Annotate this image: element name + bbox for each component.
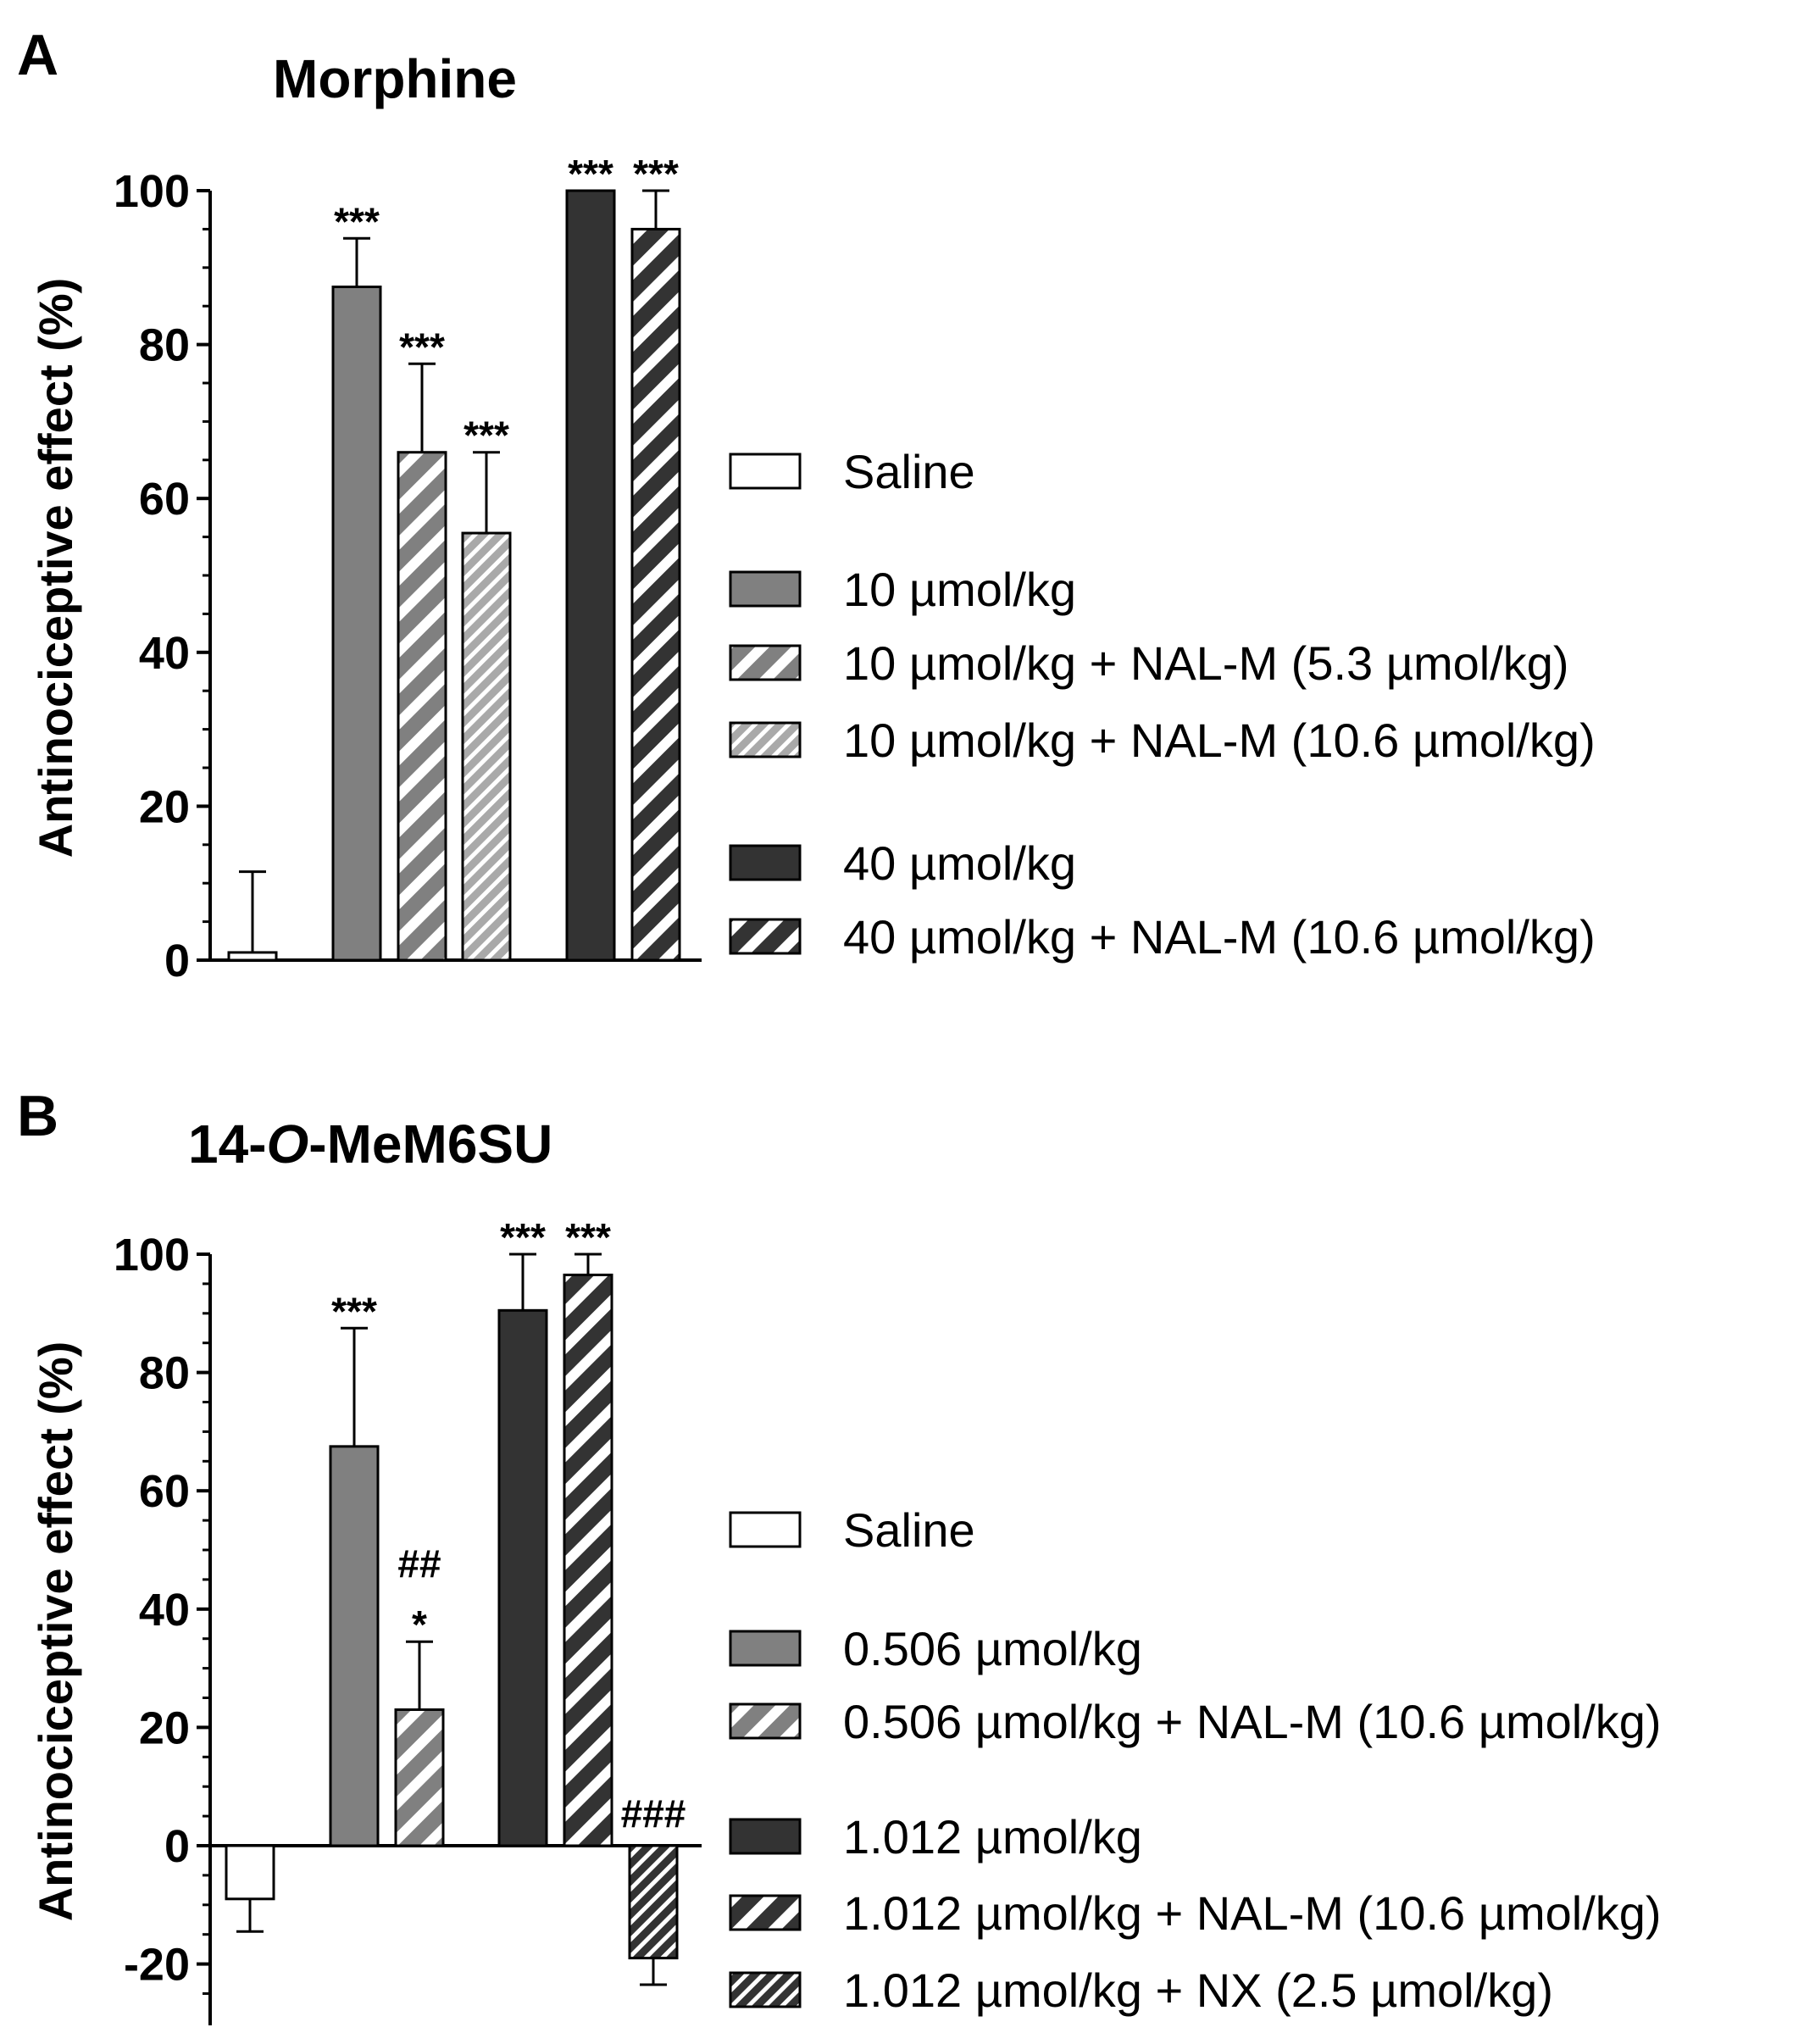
panel-a-bar-6 <box>630 227 681 962</box>
panel-a-legend-label-4: 10 µmol/kg + NAL-M (10.6 µmol/kg) <box>843 714 1596 767</box>
panel-b-bar-4 <box>497 1308 548 1847</box>
panel-b-y-tick-label: 0 <box>164 1821 190 1872</box>
panel-a-annotation-4: *** <box>463 414 509 458</box>
panel-a-legend-label-2: 10 µmol/kg <box>843 563 1076 616</box>
panel-a-annotation-6: *** <box>633 152 679 196</box>
panel-b-y-tick-label: 60 <box>139 1466 190 1517</box>
panel-b-annotation-3: ## <box>397 1541 441 1586</box>
panel-b-title: 14-O-MeM6SU <box>188 1114 552 1175</box>
panel-a-bar-2 <box>331 286 382 962</box>
panel-b-letter: B <box>17 1084 58 1148</box>
panel-b-annotation-6: ### <box>621 1791 686 1836</box>
panel-b-legend-swatch-1 <box>729 1511 802 1548</box>
panel-b-legend-swatch-2 <box>729 1630 802 1667</box>
panel-a-title: Morphine <box>273 48 517 109</box>
panel-b-legend-label-1: Saline <box>843 1503 975 1557</box>
panel-a-annotation-3: *** <box>399 325 445 369</box>
panel-b-y-tick-label: 20 <box>139 1702 190 1753</box>
panel-b-title-part-1: 14- <box>188 1114 267 1175</box>
panel-a-y-tick-label: 20 <box>139 781 190 832</box>
panel-a-letter: A <box>17 23 58 87</box>
panel-b-legend-label-2: 0.506 µmol/kg <box>843 1622 1142 1675</box>
panel-b-bar-1 <box>225 1844 275 1901</box>
panel-a-bar-5 <box>565 189 616 962</box>
panel-b-annotation-3: * <box>412 1602 427 1647</box>
panel-b-legend-label-5: 1.012 µmol/kg + NAL-M (10.6 µmol/kg) <box>843 1886 1662 1940</box>
panel-b-y-tick-label: 40 <box>139 1585 190 1636</box>
panel-a-y-tick-label: 0 <box>164 936 190 986</box>
panel-b-y-tick-label: 80 <box>139 1348 190 1399</box>
panel-a-legend-label-3: 10 µmol/kg + NAL-M (5.3 µmol/kg) <box>843 636 1569 690</box>
panel-a-y-axis-label: Antinociceptive effect (%) <box>29 278 82 858</box>
panel-a-legend-swatch-6 <box>729 918 802 955</box>
panel-a-legend-label-6: 40 µmol/kg + NAL-M (10.6 µmol/kg) <box>843 910 1596 964</box>
panel-a-bar-4 <box>461 531 512 962</box>
panel-a-y-tick-label: 40 <box>139 628 190 679</box>
panel-a-legend-swatch-3 <box>729 644 802 681</box>
panel-a-y-tick-label: 60 <box>139 474 190 525</box>
panel-b-legend-swatch-4 <box>729 1818 802 1855</box>
panel-b-annotation-4: *** <box>500 1215 546 1259</box>
panel-a-legend-swatch-1 <box>729 453 802 490</box>
panel-b-bar-3 <box>394 1708 445 1847</box>
panel-a-legend-swatch-5 <box>729 844 802 881</box>
panel-b-title-part-3: -MeM6SU <box>308 1114 552 1175</box>
panel-b-legend-label-4: 1.012 µmol/kg <box>843 1810 1142 1863</box>
panel-a-y-tick-label: 80 <box>139 320 190 371</box>
panel-a-legend-label-5: 40 µmol/kg <box>843 836 1076 890</box>
panel-b-legend-label-3: 0.506 µmol/kg + NAL-M (10.6 µmol/kg) <box>843 1695 1662 1748</box>
panel-a: A Morphine Antinociceptive effect (%) 0 2… <box>17 23 1596 986</box>
panel-b-legend-swatch-6 <box>729 1971 802 2008</box>
panel-a-legend-swatch-4 <box>729 721 802 758</box>
panel-b-y-axis-label: Antinociceptive effect (%) <box>29 1341 82 1922</box>
panel-b-annotation-5: *** <box>565 1215 611 1259</box>
panel-a-y-tick-label: 100 <box>114 166 190 217</box>
panel-b-bar-5 <box>563 1273 613 1847</box>
panel-a-annotation-5: *** <box>568 152 613 196</box>
panel-b-annotation-2: *** <box>331 1289 377 1333</box>
panel-a-legend-swatch-2 <box>729 570 802 608</box>
panel-a-bar-3 <box>397 451 447 962</box>
panel-b-legend-swatch-5 <box>729 1894 802 1931</box>
panel-a-bar-1 <box>227 951 278 962</box>
panel-b-y-tick-label: 100 <box>114 1230 190 1280</box>
panel-b-legend-label-6: 1.012 µmol/kg + NX (2.5 µmol/kg) <box>843 1963 1553 2017</box>
panel-b-bar-2 <box>329 1445 380 1847</box>
panel-b: B 14-O-MeM6SU Antinociceptive effect (%)… <box>17 1084 1662 2025</box>
panel-b-legend-swatch-3 <box>729 1702 802 1740</box>
panel-a-legend-label-1: Saline <box>843 445 975 498</box>
panel-a-annotation-2: *** <box>334 199 380 243</box>
panel-b-y-tick-label: -20 <box>124 1940 190 1991</box>
panel-b-title-part-2: O <box>267 1114 309 1175</box>
panel-b-bar-6 <box>628 1844 679 1960</box>
